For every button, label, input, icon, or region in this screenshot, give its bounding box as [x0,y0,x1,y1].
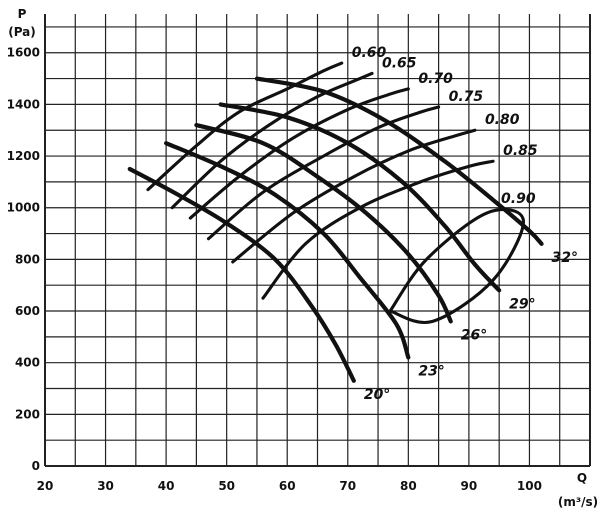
efficiency-curve [231,128,477,264]
x-tick-label: 90 [461,479,478,493]
y-tick-label: 1400 [7,97,40,111]
blade-angle-curve [218,102,502,293]
efficiency-label: 0.80 [485,112,520,128]
x-axis-title-top: Q [577,471,587,485]
blade-angle-curve [194,122,453,324]
x-tick-label: 30 [97,479,114,493]
blade-angle-curve [127,166,356,383]
efficiency-label: 0.65 [382,55,417,71]
y-tick-label: 400 [15,356,40,370]
blade-angle-label: 26° [461,327,487,343]
y-tick-label: 0 [32,459,40,473]
blade-angle-label: 32° [552,250,578,266]
blade-angle-label: 29° [509,296,535,312]
efficiency-label: 0.60 [352,45,387,61]
efficiency-curve [188,87,410,220]
y-tick-label: 1200 [7,149,40,163]
efficiency-curve [261,159,495,300]
x-tick-label: 60 [279,479,296,493]
y-tick-label: 600 [15,304,40,318]
blade-angle-label: 23° [418,364,444,380]
efficiency-curve [170,71,374,210]
efficiency-label: 0.75 [449,89,484,105]
efficiency-label: 0.85 [503,143,538,159]
x-tick-label: 50 [218,479,235,493]
blade-angle-curve [164,141,411,360]
x-axis-title-bottom: (m³/s) [558,495,598,509]
x-tick-label: 100 [517,479,542,493]
efficiency-label: 0.70 [418,71,453,87]
y-axis-title-top: P [18,7,27,21]
x-tick-label: 20 [37,479,54,493]
efficiency-curve [206,105,441,241]
efficiency-label-090: 0.90 [501,191,536,207]
y-axis-title-bottom: (Pa) [8,25,36,39]
y-tick-label: 1000 [7,201,40,215]
efficiency-curve-090 [388,207,525,325]
blade-angle-curve [254,76,544,246]
efficiency-curve [146,61,344,192]
series-layer [127,61,544,383]
y-tick-label: 800 [15,252,40,266]
y-tick-label: 1600 [7,46,40,60]
y-tick-label: 200 [15,407,40,421]
x-tick-label: 70 [339,479,356,493]
axis-layer: 20 30 40 50 60 70 80 90 100020040060080010001200… [7,7,599,509]
x-tick-label: 80 [400,479,417,493]
label-layer: 20° 23° 26° 29° 32° 0.600.650.70 0.750.80 0.85 0… [352,45,578,403]
blade-angle-label: 20° [364,387,390,403]
x-tick-label: 40 [158,479,175,493]
